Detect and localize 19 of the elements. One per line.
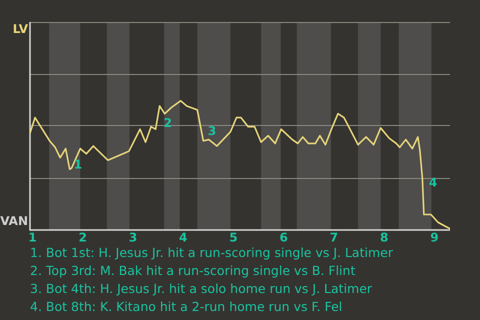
- x-tick-label: 5: [229, 230, 238, 244]
- text: 2. Top 3rd: M. Bak hit a run-scoring single vs B. Flint: [30, 262, 356, 280]
- annotation: 1: [74, 158, 82, 172]
- x-tick-label: 3: [128, 230, 138, 244]
- x-tick-label: 6: [280, 230, 288, 244]
- x-tick-label: 7: [330, 230, 338, 244]
- x-tick-label: 4: [179, 230, 188, 244]
- x-tick-label: 8: [380, 230, 388, 244]
- annotation: 2: [164, 116, 172, 130]
- x-tick-label: 1: [28, 230, 37, 244]
- text: LV: [12, 22, 29, 36]
- x-tick-label: 9: [430, 230, 439, 244]
- text: VAN: [0, 214, 28, 228]
- x-tick-label: 2: [78, 230, 87, 244]
- annotation: 3: [208, 124, 216, 138]
- text: 1. Bot 1st: H. Jesus Jr. hit a run-scoring single vs J. Latimer: [30, 244, 394, 262]
- text: 3. Bot 4th: H. Jesus Jr. hit a solo home run vs J. Latimer: [30, 280, 374, 298]
- annotation: 4: [428, 176, 438, 190]
- text: 4. Bot 8th: K. Kitano hit a 2-run home run vs F. Fel: [30, 298, 344, 316]
